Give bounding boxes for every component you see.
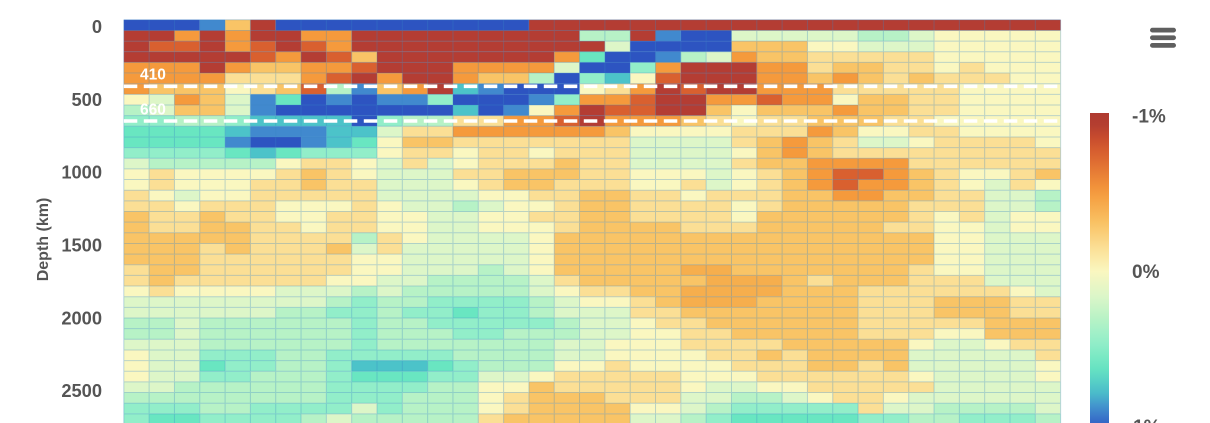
svg-text:500: 500 bbox=[71, 89, 102, 110]
svg-text:1500: 1500 bbox=[61, 235, 102, 256]
svg-text:410: 410 bbox=[140, 67, 166, 84]
svg-text:660: 660 bbox=[140, 102, 166, 119]
svg-text:Depth (km): Depth (km) bbox=[35, 198, 52, 282]
svg-text:2500: 2500 bbox=[61, 380, 102, 401]
svg-text:2000: 2000 bbox=[61, 307, 102, 328]
svg-text:1%: 1% bbox=[1133, 417, 1161, 423]
svg-text:0: 0 bbox=[92, 16, 102, 37]
svg-text:1000: 1000 bbox=[61, 162, 102, 183]
svg-text:-1%: -1% bbox=[1132, 107, 1166, 128]
svg-text:0%: 0% bbox=[1132, 262, 1160, 283]
